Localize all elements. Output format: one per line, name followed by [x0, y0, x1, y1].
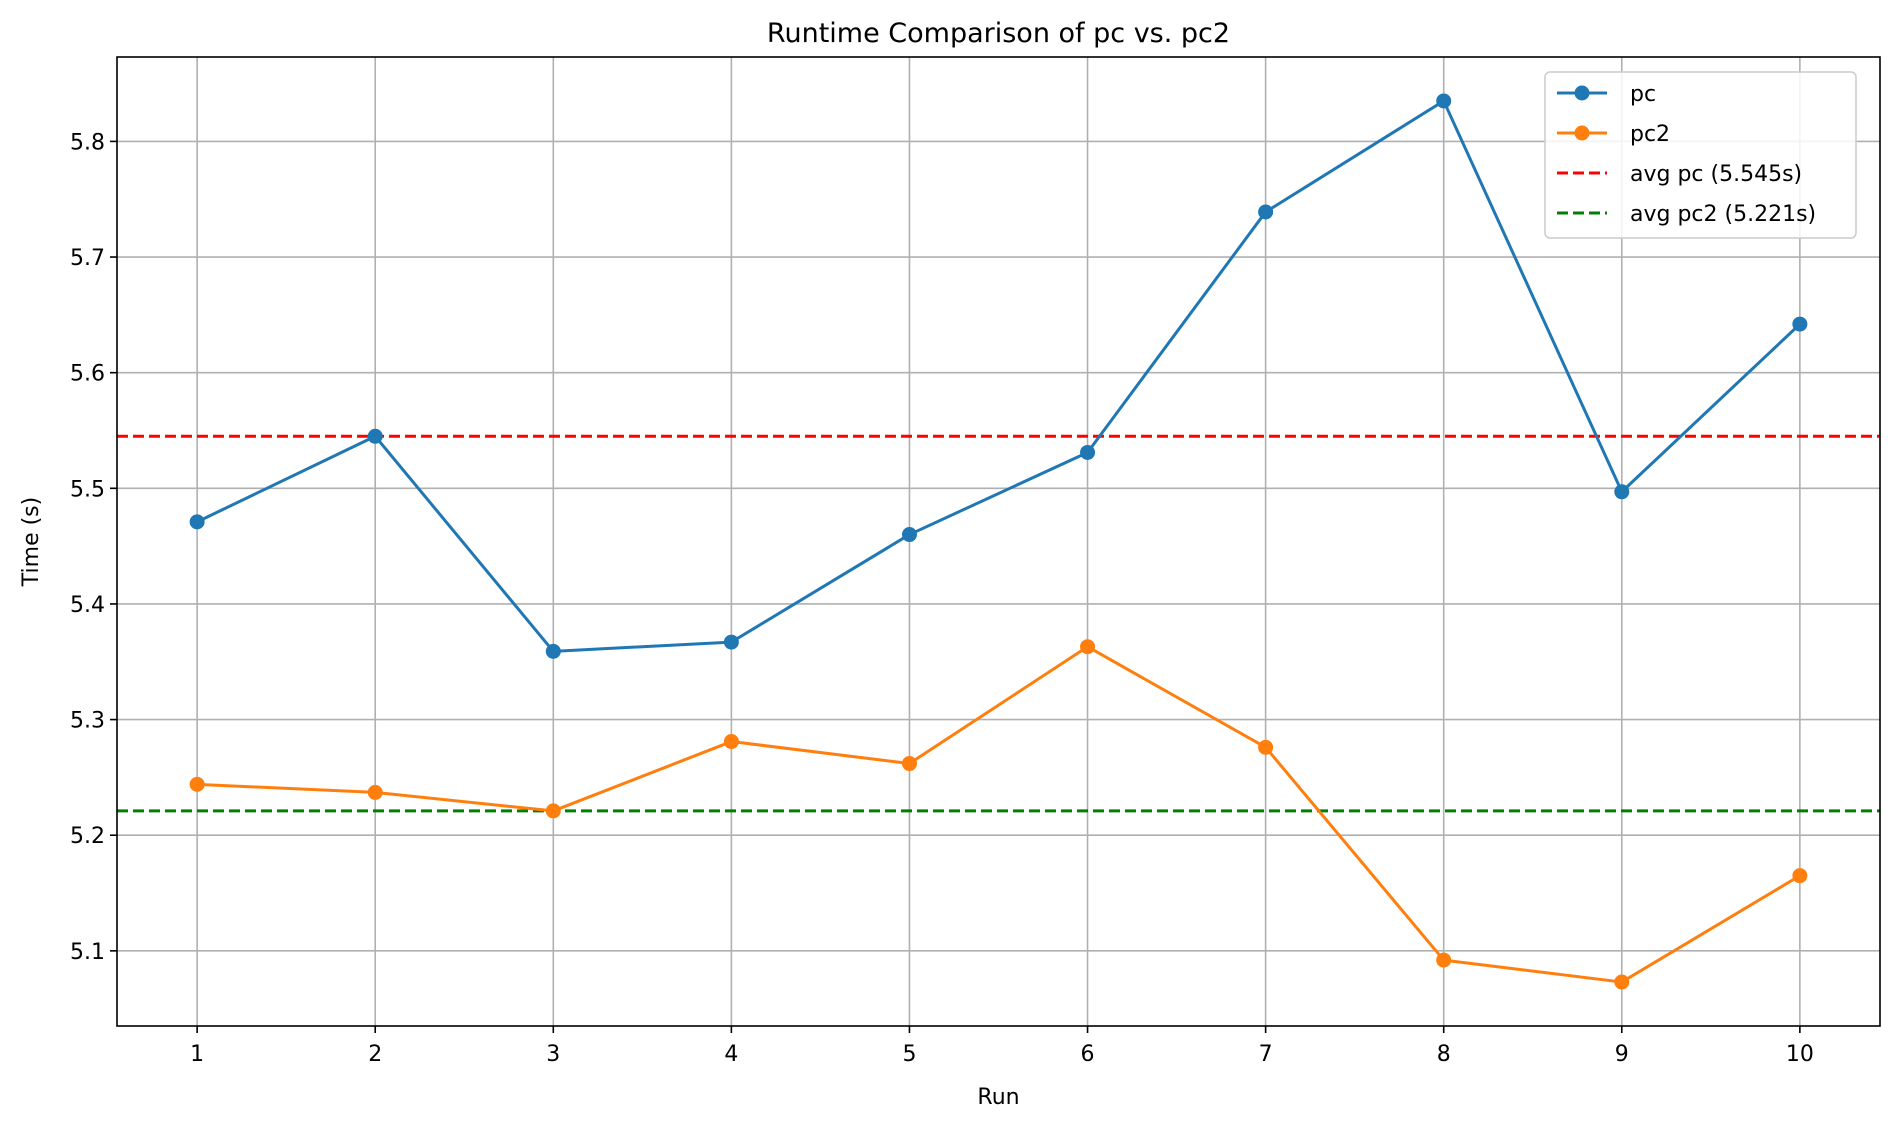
y-tick-label: 5.5: [70, 477, 105, 502]
y-tick-label: 5.2: [70, 824, 105, 849]
pc2-data-point: [545, 803, 561, 819]
pc2-data-point: [1792, 868, 1808, 884]
y-tick-label: 5.6: [70, 362, 105, 387]
y-axis-label: Time (s): [19, 497, 44, 587]
legend: pc pc2 avg pc (5.545s) avg pc2 (5.221s): [1544, 71, 1857, 239]
pc2-data-point: [901, 756, 917, 772]
x-tick-label: 4: [724, 1042, 738, 1067]
x-tick-label: 3: [546, 1042, 560, 1067]
x-tick-label: 8: [1437, 1042, 1451, 1067]
pc-series-line: [196, 99, 1801, 653]
pc-data-point: [1436, 93, 1452, 109]
pc2-series-line: [197, 645, 1801, 984]
x-tick-label: 1: [190, 1042, 204, 1067]
plot-frame: [116, 56, 1881, 1027]
legend-swatch-marker: [1574, 85, 1590, 101]
pc2-data-point: [1258, 739, 1274, 755]
pc-data-point: [189, 514, 205, 530]
chart-title: Runtime Comparison of pc vs. pc2: [767, 18, 1230, 49]
legend-label: avg pc2 (5.221s): [1630, 202, 1816, 227]
pc2-data-point: [1614, 974, 1630, 990]
x-tick-label: 2: [368, 1042, 382, 1067]
data-series: [189, 93, 1808, 990]
pc-data-point: [1792, 316, 1808, 332]
y-tick-label: 5.1: [70, 940, 105, 965]
x-tick-label: 5: [902, 1042, 916, 1067]
pc-data-point: [1080, 444, 1096, 460]
x-tick-label: 9: [1615, 1042, 1629, 1067]
legend-swatch-marker: [1574, 125, 1590, 141]
x-axis-label: Run: [977, 1085, 1019, 1110]
x-axis-ticks: 1 2 3 4 5 6 7 8 9 10: [190, 1026, 1814, 1067]
legend-box: [1544, 71, 1857, 239]
pc2-data-point: [723, 734, 739, 750]
pc-data-point: [723, 634, 739, 650]
pc2-data-point: [189, 776, 205, 792]
x-tick-label: 10: [1786, 1042, 1814, 1067]
pc-data-point: [901, 527, 917, 543]
legend-label: avg pc (5.545s): [1630, 162, 1802, 187]
pc2-data-point: [1080, 639, 1096, 655]
y-tick-label: 5.3: [70, 709, 105, 734]
y-tick-label: 5.7: [70, 246, 105, 271]
legend-label: pc: [1630, 82, 1656, 107]
x-tick-label: 6: [1081, 1042, 1095, 1067]
pc-data-point: [1614, 484, 1630, 500]
y-tick-label: 5.8: [70, 130, 105, 155]
pc-data-point: [367, 428, 383, 444]
legend-label: pc2: [1630, 122, 1670, 147]
average-lines: [117, 434, 1880, 813]
y-axis-ticks: 5.1 5.2 5.3 5.4 5.5 5.6 5.7 5.8: [70, 130, 117, 965]
pc2-data-point: [1436, 952, 1452, 968]
pc2-data-point: [367, 784, 383, 800]
x-tick-label: 7: [1259, 1042, 1273, 1067]
y-tick-label: 5.4: [70, 593, 105, 618]
pc-data-point: [545, 643, 561, 659]
pc-data-point: [1258, 204, 1274, 220]
